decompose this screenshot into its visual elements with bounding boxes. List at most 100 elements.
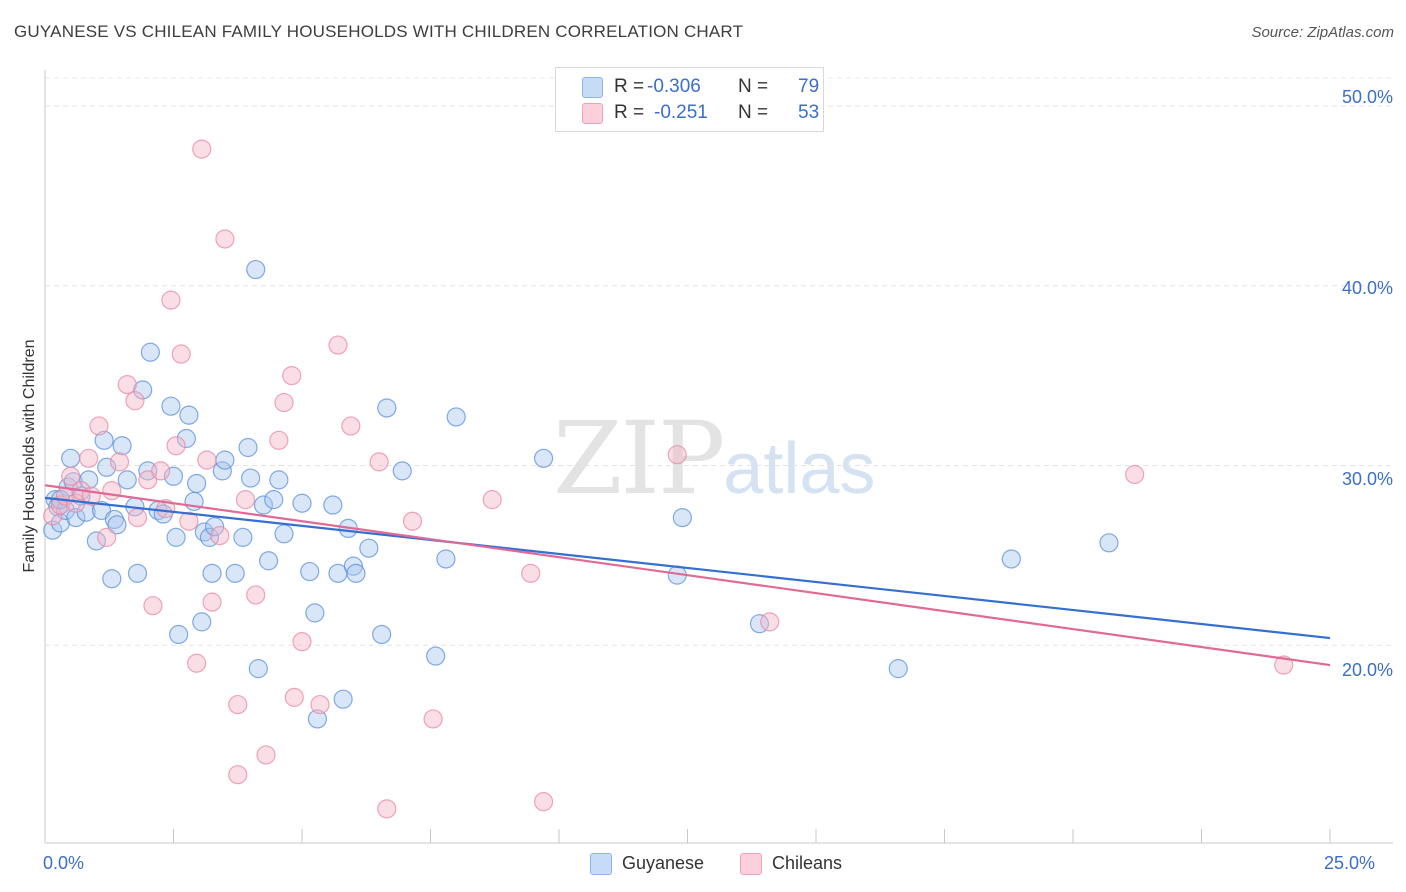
data-point xyxy=(55,500,76,521)
data-point xyxy=(1125,464,1145,485)
data-point xyxy=(133,380,153,400)
n-label: N = xyxy=(738,76,769,97)
data-point xyxy=(521,563,541,583)
watermark-atlas: atlas xyxy=(723,429,876,509)
legend-label: Guyanese xyxy=(622,853,705,873)
watermark: ZIPatlas xyxy=(553,400,875,517)
data-point xyxy=(1274,655,1294,675)
data-point xyxy=(341,416,361,436)
r-label: R = xyxy=(614,102,645,123)
axes xyxy=(44,70,1393,844)
data-point xyxy=(672,508,692,528)
data-point xyxy=(377,398,397,418)
data-point xyxy=(102,569,122,589)
data-point xyxy=(166,436,186,456)
data-point xyxy=(215,450,235,470)
data-point xyxy=(166,527,186,547)
data-point xyxy=(269,470,289,490)
y-tick-label: 20.0% xyxy=(1341,660,1393,680)
y-axis-label: Family Households with Children xyxy=(21,339,38,573)
data-point xyxy=(760,612,780,632)
data-point xyxy=(125,391,145,411)
data-point xyxy=(667,445,687,465)
data-point xyxy=(323,495,343,515)
data-point xyxy=(202,592,222,612)
data-point xyxy=(228,694,248,715)
data-point xyxy=(127,508,148,528)
data-point xyxy=(282,366,302,386)
data-point xyxy=(89,416,109,436)
y-tick-label: 40.0% xyxy=(1341,278,1393,298)
data-point xyxy=(235,490,256,510)
data-point xyxy=(107,515,127,535)
data-point xyxy=(205,517,225,537)
data-point xyxy=(436,549,456,569)
r-value: -0.251 xyxy=(654,102,708,123)
x-tick-label: 0.0% xyxy=(43,853,85,873)
data-point xyxy=(117,374,137,395)
data-point xyxy=(210,525,230,546)
data-point xyxy=(328,335,348,355)
data-point xyxy=(140,342,160,362)
data-point xyxy=(423,709,443,729)
data-point xyxy=(233,527,253,547)
data-point xyxy=(372,624,392,645)
data-point xyxy=(43,506,63,526)
n-value: 79 xyxy=(798,76,820,97)
data-point xyxy=(426,646,446,666)
data-point xyxy=(163,466,184,486)
data-point xyxy=(300,561,320,582)
data-point xyxy=(179,405,199,425)
data-point xyxy=(284,687,304,707)
trend-line xyxy=(44,484,1331,667)
data-point xyxy=(292,493,312,513)
data-point xyxy=(161,290,181,310)
watermark-zip: ZIP xyxy=(553,400,725,517)
data-point xyxy=(225,563,245,583)
y-tick-label: 50.0% xyxy=(1341,87,1393,107)
data-point xyxy=(112,436,132,456)
data-point xyxy=(192,612,212,632)
data-point xyxy=(117,470,137,490)
data-point xyxy=(66,508,86,528)
series-chileans-points xyxy=(43,139,1294,819)
x-tick-label: 25.0% xyxy=(1324,853,1376,873)
data-point xyxy=(1099,533,1119,553)
data-point xyxy=(97,457,117,477)
grid-lines xyxy=(45,77,1393,646)
data-point xyxy=(61,448,81,468)
legend-swatch-blue xyxy=(590,853,612,875)
data-point xyxy=(161,396,181,416)
data-point xyxy=(187,653,207,673)
data-point xyxy=(533,792,554,812)
data-point xyxy=(102,481,122,501)
n-value: 53 xyxy=(798,102,820,123)
data-point xyxy=(292,632,312,652)
data-point xyxy=(402,511,423,531)
data-point xyxy=(228,765,248,785)
legend-label: Chileans xyxy=(772,853,843,873)
data-point xyxy=(533,448,554,468)
data-point xyxy=(79,448,99,468)
data-point xyxy=(79,470,99,490)
trend-lines xyxy=(44,484,1331,667)
y-tick-label: 30.0% xyxy=(1341,469,1393,489)
data-point xyxy=(377,799,397,819)
data-point xyxy=(94,430,114,450)
series-guyanese-points xyxy=(43,259,1119,729)
data-point xyxy=(343,556,363,576)
data-point xyxy=(238,437,258,458)
data-point xyxy=(888,659,908,679)
data-point xyxy=(310,694,330,715)
data-point xyxy=(246,259,266,280)
data-point xyxy=(176,428,196,449)
chart-title: GUYANESE VS CHILEAN FAMILY HOUSEHOLDS WI… xyxy=(14,22,744,41)
source-label: Source: ZipAtlas.com xyxy=(1251,24,1394,41)
legend-swatch-blue xyxy=(582,77,603,98)
data-point xyxy=(241,468,261,488)
data-point xyxy=(274,524,294,544)
data-point xyxy=(482,490,502,510)
data-point xyxy=(179,511,199,531)
data-point xyxy=(192,139,212,159)
